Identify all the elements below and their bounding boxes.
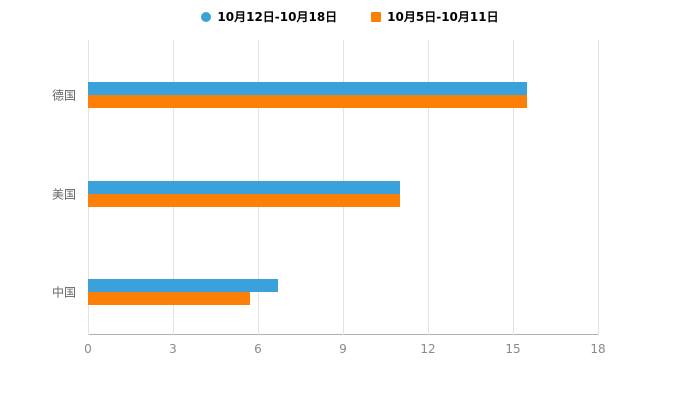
legend-marker-circle-icon [201,11,212,22]
gridline [598,40,599,335]
category-label: 美国 [51,187,76,201]
bar-series-1-category-1[interactable] [88,82,528,96]
bar-series-1-category-3[interactable] [88,278,278,292]
legend-item-series-2[interactable]: 10月5日-10月11日 [371,8,499,25]
x-tick-label: 0 [84,342,92,356]
x-tick-label: 3 [169,342,177,356]
bar-series-1-category-2[interactable] [88,180,400,194]
legend-marker-square-icon [371,11,382,22]
x-tick-label: 6 [254,342,262,356]
gridline [428,40,429,335]
chart-legend: 10月12日-10月18日 10月5日-10月11日 [0,8,700,25]
bar-series-2-category-1[interactable] [88,95,528,109]
category-label: 中国 [51,285,76,300]
legend-label: 10月5日-10月11日 [387,10,499,24]
x-tick-label: 18 [590,342,606,356]
x-tick-label: 9 [339,342,347,356]
x-tick-label: 15 [505,342,521,356]
bar-series-2-category-3[interactable] [88,291,250,305]
gridline [513,40,514,335]
plot-area: 0 3 6 9 12 15 18 德国美国中国 [52,40,606,356]
x-tick-label: 12 [420,342,436,356]
bar-series-2-category-2[interactable] [88,193,400,207]
legend-label: 10月12日-10月18日 [217,10,338,24]
category-label: 德国 [51,88,76,103]
legend-item-series-1[interactable]: 10月12日-10月18日 [201,8,337,25]
